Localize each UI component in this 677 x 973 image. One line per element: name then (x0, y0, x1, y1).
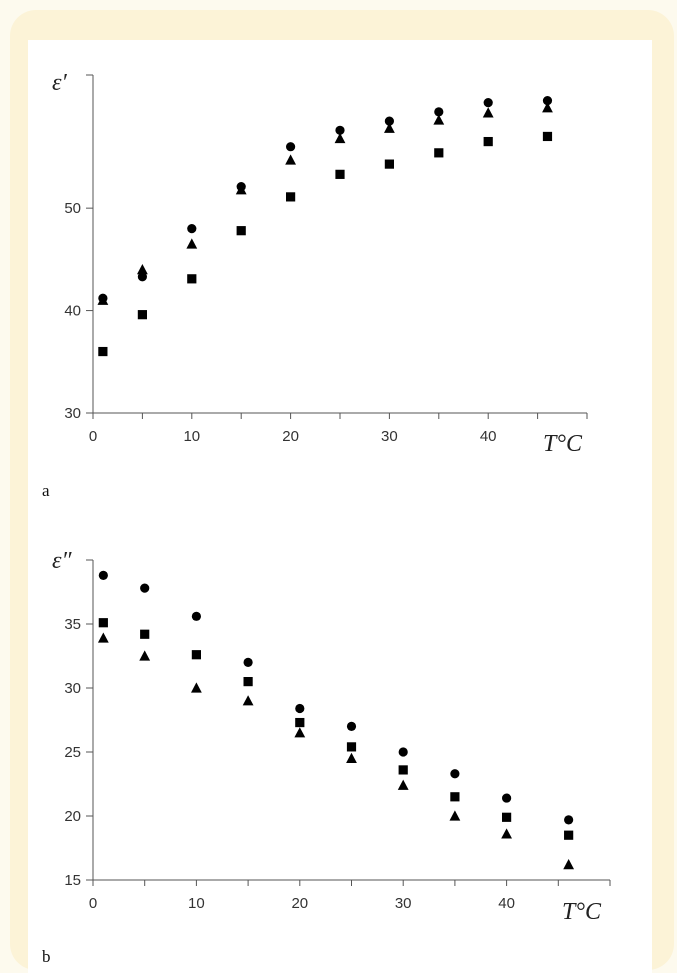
circle-marker (187, 224, 197, 234)
chart-b-panel-label: b (42, 947, 51, 966)
circle-marker (398, 747, 408, 757)
triangle-marker (294, 727, 306, 738)
y-tick-label: 35 (64, 616, 81, 633)
triangle-marker (334, 132, 346, 144)
chart-a-y-axis-label: ε′ (52, 70, 67, 96)
triangle-marker (501, 828, 512, 839)
square-marker (98, 618, 108, 628)
x-tick-label: 20 (282, 428, 299, 445)
square-marker (384, 159, 394, 169)
circle-marker (384, 116, 394, 126)
chart-b-marks (97, 570, 575, 870)
triangle-marker (449, 810, 461, 821)
triangle-marker (242, 695, 254, 706)
square-marker (295, 717, 305, 728)
chart-b-y-ticks: 15 20 25 30 35 (64, 559, 93, 889)
x-tick-label: 30 (395, 895, 412, 912)
square-marker (483, 136, 493, 147)
x-tick-label: 0 (89, 428, 97, 445)
square-marker (286, 192, 296, 202)
square-marker (502, 812, 512, 822)
figure-panel (28, 40, 652, 973)
circle-marker (542, 96, 553, 106)
circle-marker (564, 815, 574, 825)
chart-a-x-ticks: 0 10 20 30 40 (89, 413, 588, 445)
y-tick-label: 25 (64, 744, 81, 761)
y-tick-label: 30 (64, 680, 81, 697)
square-marker (191, 650, 201, 660)
triangle-marker (139, 650, 151, 661)
square-marker (398, 765, 408, 775)
triangle-marker (433, 114, 445, 125)
chart-a-panel-label: a (42, 481, 50, 500)
square-marker (187, 274, 197, 284)
triangle-marker (397, 779, 409, 790)
square-marker (450, 792, 460, 802)
y-tick-label: 20 (64, 808, 81, 825)
triangle-marker (186, 238, 198, 249)
y-tick-label: 30 (64, 405, 81, 422)
chart-a-y-ticks: 30 40 50 (64, 74, 93, 422)
y-tick-label: 40 (64, 303, 81, 320)
chart-a-x-axis-label: T°C (543, 431, 583, 457)
x-tick-label: 10 (183, 428, 200, 445)
square-marker (335, 169, 345, 179)
chart-a: 30 40 50 0 10 20 30 40 ε′ T°C a (42, 70, 588, 500)
square-marker (564, 830, 574, 840)
circle-marker (243, 657, 253, 668)
square-marker (98, 346, 108, 357)
circle-marker (286, 142, 296, 152)
chart-b-x-axis-label: T°C (562, 899, 602, 925)
circle-marker (137, 272, 147, 282)
x-tick-label: 40 (480, 428, 497, 445)
triangle-marker (191, 682, 202, 693)
x-tick-label: 10 (188, 895, 205, 912)
square-marker (243, 677, 253, 687)
circle-marker (98, 570, 108, 580)
triangle-marker (384, 122, 395, 133)
square-marker (137, 310, 147, 320)
triangle-marker (482, 107, 494, 118)
square-marker (434, 148, 444, 158)
circle-marker (295, 703, 305, 714)
chart-b-y-axis-label: ε″ (52, 548, 72, 574)
triangle-marker (542, 102, 553, 113)
circle-marker (140, 583, 150, 593)
circle-marker (346, 721, 357, 732)
triangle-marker (137, 264, 148, 275)
circle-marker (335, 125, 345, 135)
x-tick-label: 20 (291, 895, 308, 912)
circle-marker (434, 107, 444, 117)
circle-marker (502, 793, 512, 803)
triangle-marker (235, 184, 247, 195)
y-tick-label: 50 (64, 200, 81, 217)
square-marker (346, 742, 357, 752)
triangle-marker (97, 294, 109, 305)
square-marker (542, 131, 553, 142)
x-tick-label: 40 (498, 895, 515, 912)
triangle-marker (346, 752, 357, 763)
circle-marker (483, 98, 493, 108)
triangle-marker (97, 632, 109, 643)
circle-marker (450, 769, 460, 779)
square-marker (140, 629, 150, 639)
triangle-marker (285, 154, 296, 165)
triangle-marker (563, 859, 575, 870)
x-tick-label: 0 (89, 895, 97, 912)
chart-b-x-ticks: 0 10 20 30 40 (89, 880, 611, 912)
chart-b: 15 20 25 30 35 0 10 20 30 40 ε″ T°C b (42, 548, 611, 966)
x-tick-label: 30 (381, 428, 398, 445)
circle-marker (191, 611, 201, 621)
y-tick-label: 15 (64, 872, 81, 889)
square-marker (236, 226, 246, 236)
chart-a-marks (97, 96, 553, 357)
